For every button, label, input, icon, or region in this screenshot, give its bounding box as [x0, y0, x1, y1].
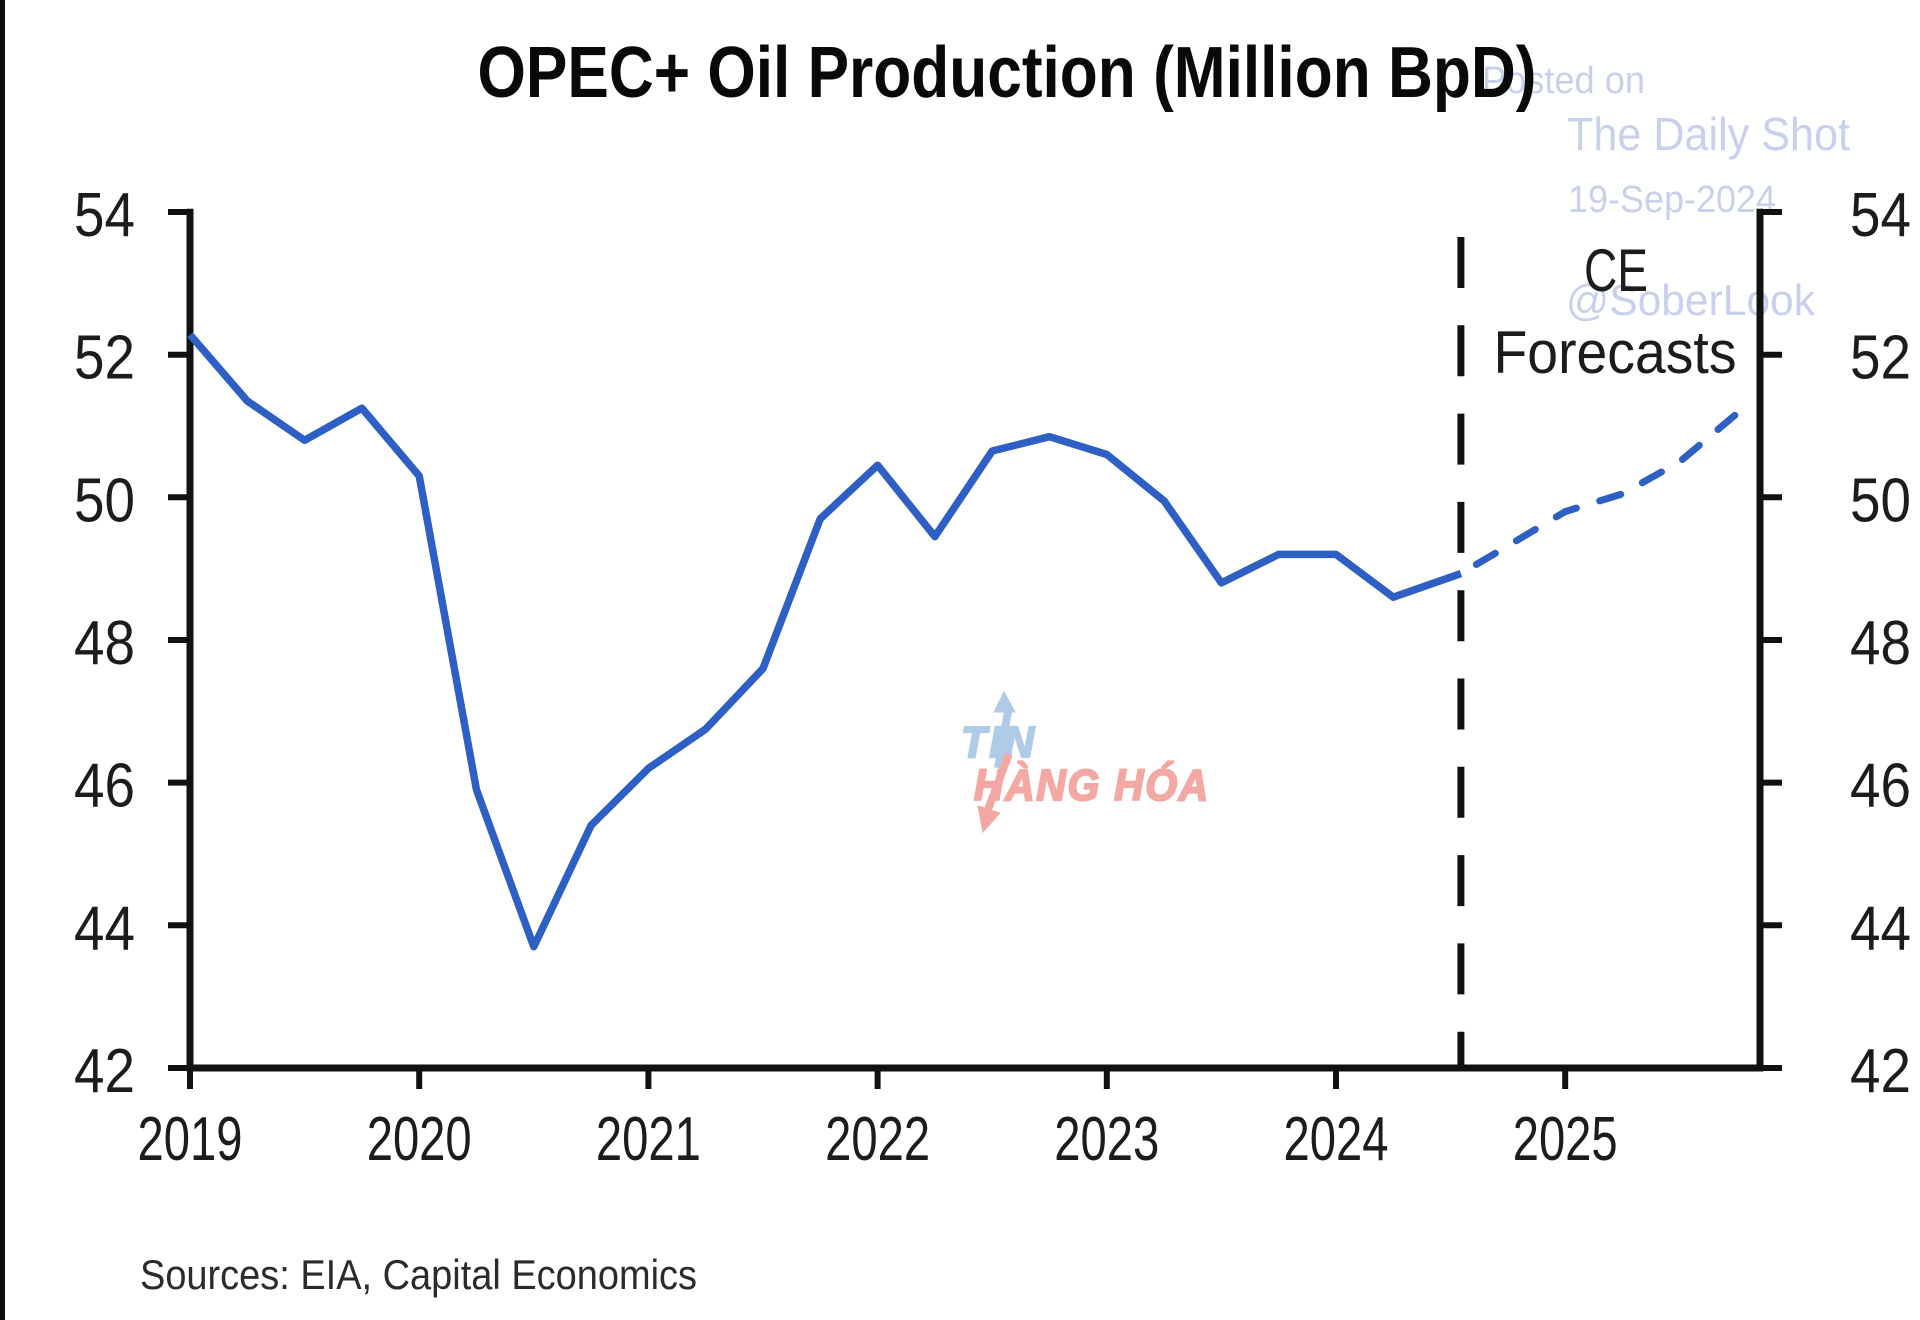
svg-text:50: 50 — [74, 466, 135, 535]
svg-text:2019: 2019 — [138, 1105, 243, 1174]
svg-text:54: 54 — [74, 181, 135, 250]
svg-text:TIN: TIN — [961, 718, 1037, 767]
svg-text:Sources: EIA, Capital Economic: Sources: EIA, Capital Economics — [140, 1251, 697, 1298]
svg-text:2023: 2023 — [1054, 1105, 1159, 1174]
svg-text:19-Sep-2024: 19-Sep-2024 — [1568, 179, 1776, 221]
svg-text:OPEC+ Oil Production (Million: OPEC+ Oil Production (Million BpD) — [478, 33, 1537, 113]
svg-text:48: 48 — [1850, 609, 1911, 678]
svg-text:48: 48 — [74, 609, 135, 678]
svg-text:The Daily Shot: The Daily Shot — [1567, 108, 1850, 160]
svg-text:54: 54 — [1850, 181, 1911, 250]
svg-text:HÀNG HÓA: HÀNG HÓA — [974, 760, 1210, 810]
svg-text:46: 46 — [74, 752, 135, 821]
svg-text:42: 42 — [1850, 1037, 1911, 1106]
svg-text:@SoberLook: @SoberLook — [1566, 276, 1816, 325]
svg-text:46: 46 — [1850, 752, 1911, 821]
svg-text:2021: 2021 — [596, 1105, 701, 1174]
svg-text:52: 52 — [1850, 324, 1911, 393]
svg-text:2020: 2020 — [367, 1105, 472, 1174]
svg-text:Posted on: Posted on — [1482, 60, 1645, 102]
svg-text:44: 44 — [1850, 894, 1911, 963]
svg-text:2022: 2022 — [825, 1105, 930, 1174]
svg-text:CE: CE — [1584, 237, 1648, 304]
svg-text:2025: 2025 — [1513, 1105, 1618, 1174]
svg-text:2024: 2024 — [1284, 1105, 1389, 1174]
svg-text:44: 44 — [74, 894, 135, 963]
svg-text:52: 52 — [74, 324, 135, 393]
svg-text:50: 50 — [1850, 466, 1911, 535]
svg-text:Forecasts: Forecasts — [1494, 319, 1737, 386]
svg-text:42: 42 — [74, 1037, 135, 1106]
